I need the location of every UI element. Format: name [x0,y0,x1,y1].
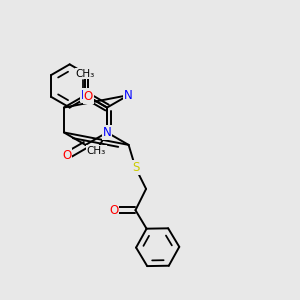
Text: N: N [103,126,111,139]
Text: CH₃: CH₃ [87,146,106,156]
Text: S: S [132,161,139,174]
Text: N: N [103,126,111,139]
Text: O: O [62,149,71,162]
Text: CH₃: CH₃ [76,68,95,79]
Text: N: N [124,88,133,102]
Text: O: O [109,204,119,217]
Text: N: N [81,88,90,102]
Text: O: O [84,90,93,103]
